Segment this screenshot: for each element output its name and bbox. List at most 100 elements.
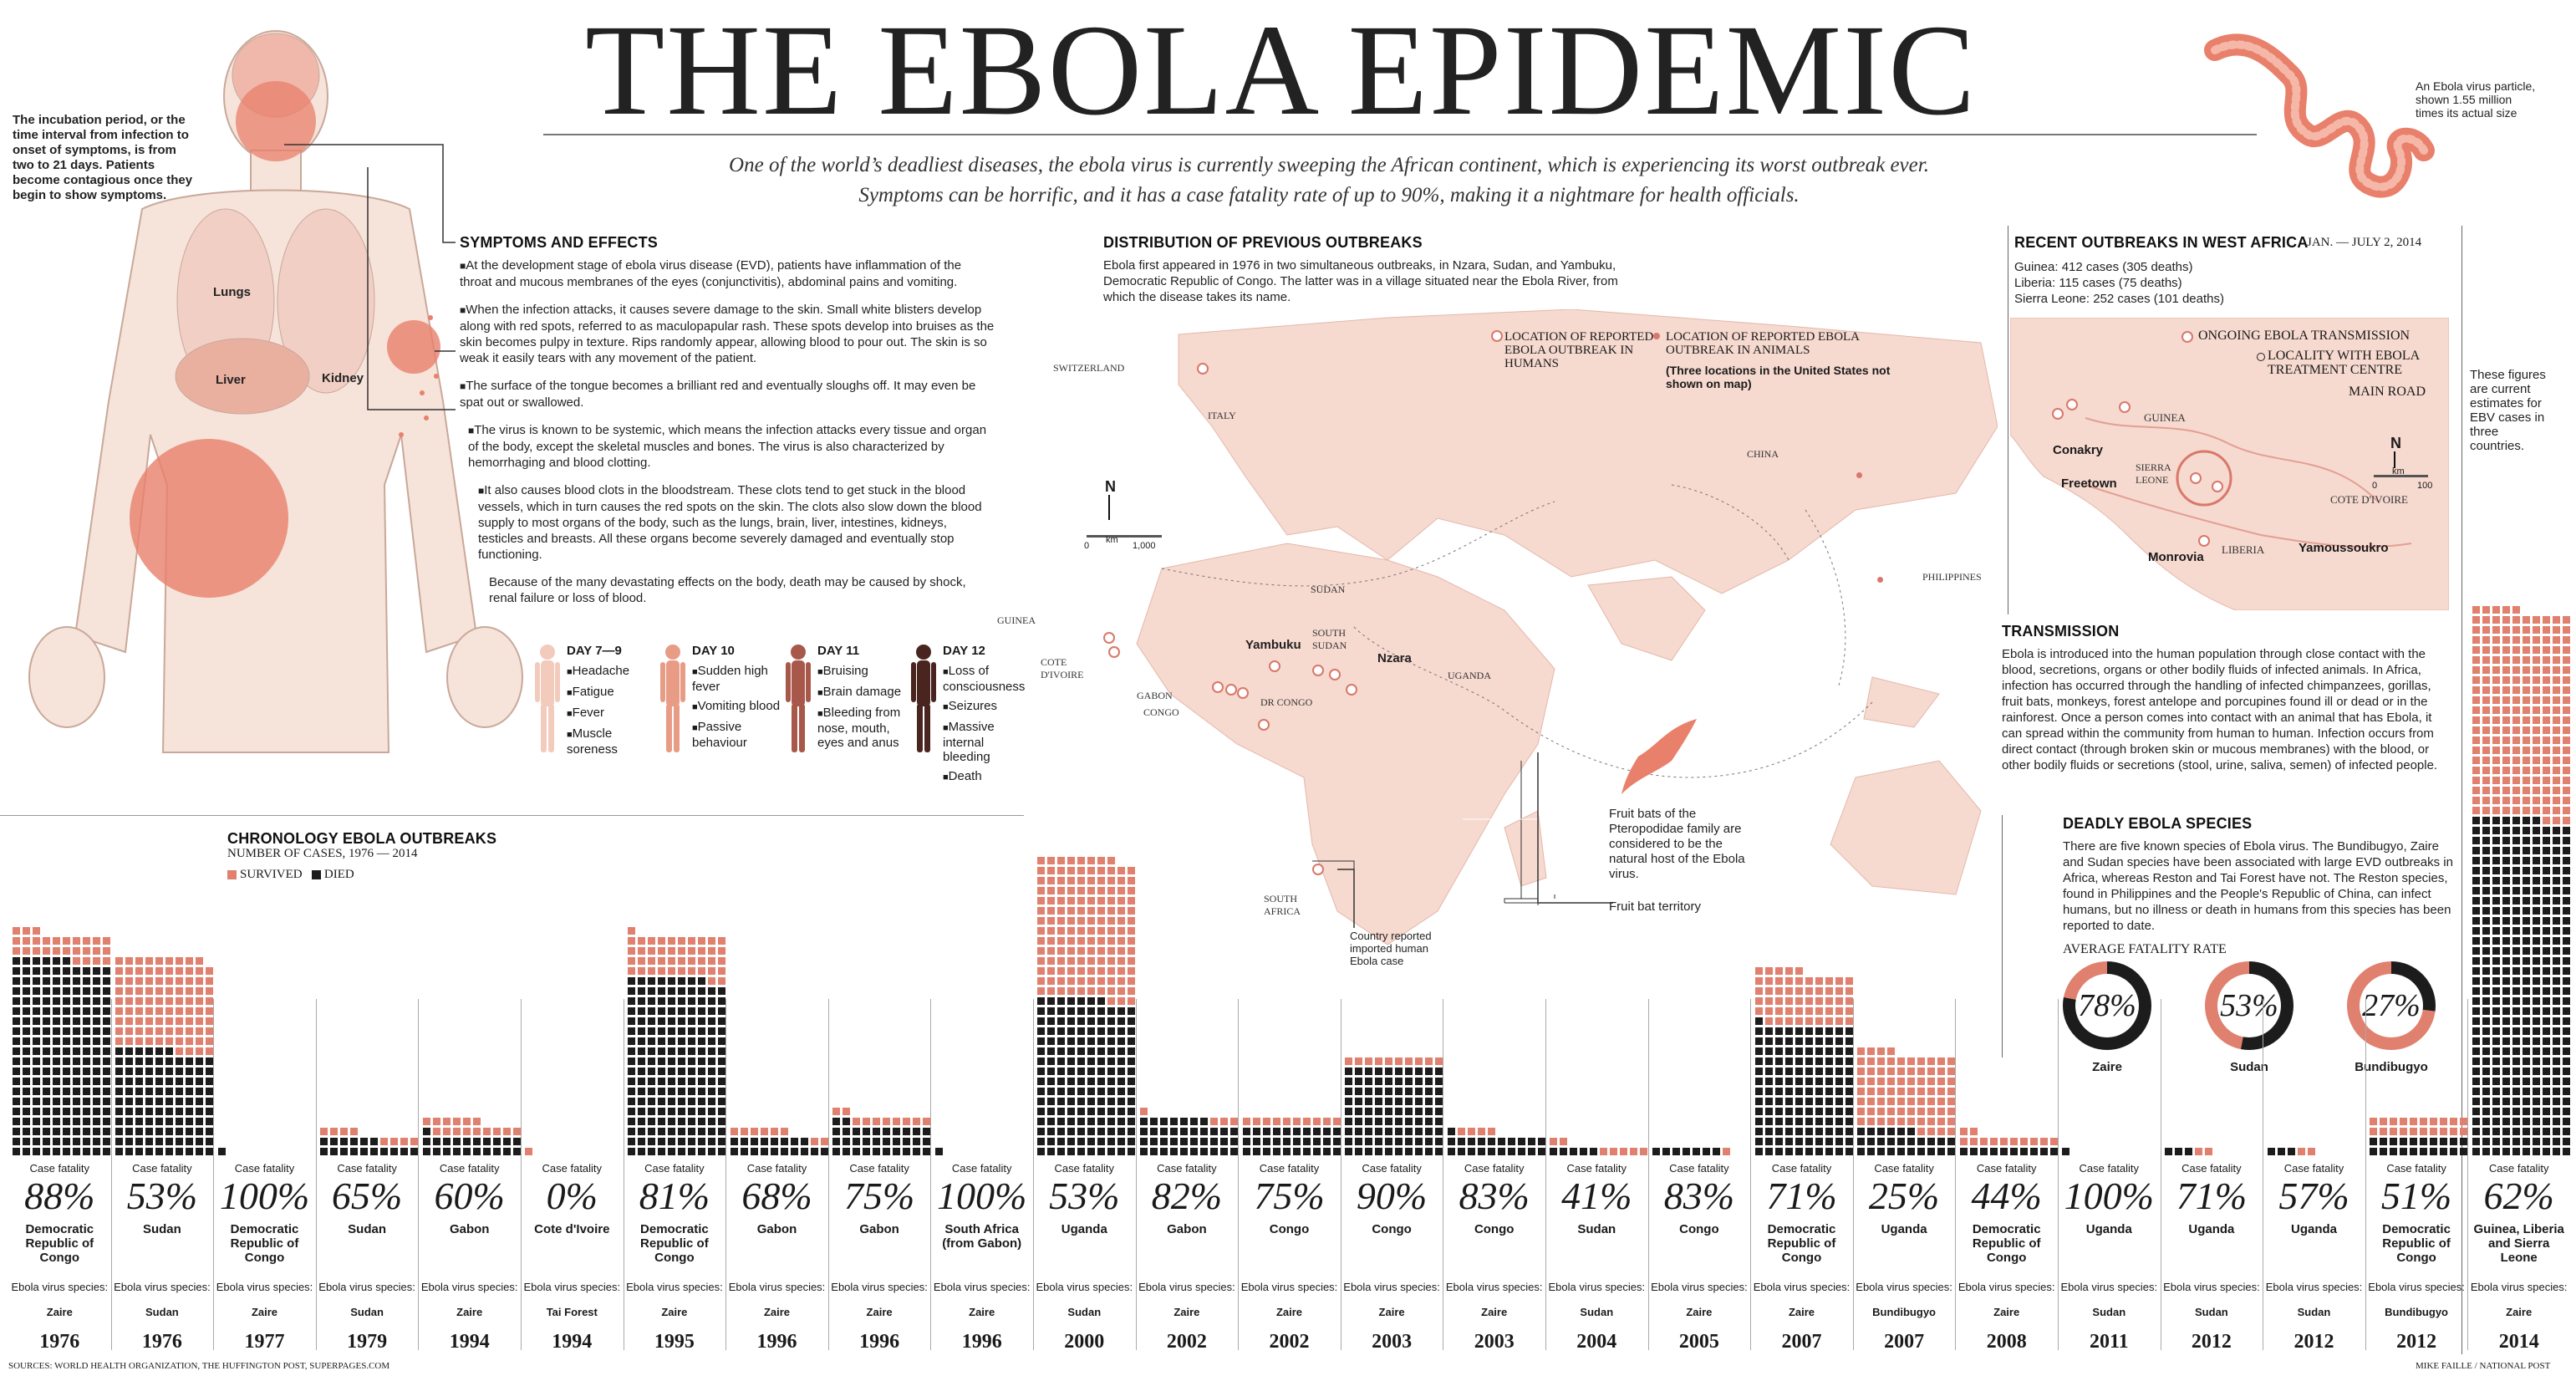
died-square <box>1415 1078 1423 1085</box>
survived-square <box>442 1128 451 1135</box>
survived-square <box>2204 1148 2212 1155</box>
died-square <box>2482 847 2490 854</box>
died-square <box>185 1057 193 1065</box>
survived-square <box>432 1128 440 1135</box>
died-square <box>1435 1108 1443 1115</box>
survived-square <box>1917 1098 1926 1105</box>
survived-square <box>462 1118 471 1125</box>
died-square <box>103 1118 111 1125</box>
died-square <box>647 1047 655 1055</box>
died-square <box>125 1148 133 1155</box>
died-square <box>73 997 81 1005</box>
survived-square <box>1927 1057 1936 1065</box>
died-square <box>1969 1148 1978 1155</box>
died-square <box>1139 1128 1148 1135</box>
died-square <box>2512 1007 2520 1015</box>
died-square <box>195 1128 203 1135</box>
survived-square <box>2542 676 2550 684</box>
died-square <box>1047 1138 1056 1145</box>
died-square <box>350 1148 359 1155</box>
fatality-donuts: 78% Zaire 53% Sudan 27% Bundibugyo <box>2063 961 2456 1087</box>
died-square <box>1774 1047 1783 1055</box>
died-square <box>43 1138 51 1145</box>
died-square <box>1795 1128 1803 1135</box>
survived-square <box>1947 1118 1956 1125</box>
died-square <box>2512 1118 2520 1125</box>
survived-square <box>863 1118 871 1125</box>
survived-square <box>2512 807 2520 814</box>
survived-square <box>2502 636 2510 644</box>
died-square <box>1067 1047 1076 1055</box>
died-square <box>1447 1128 1455 1135</box>
map-north-arrow: N <box>1105 478 1116 495</box>
died-square <box>687 1098 695 1105</box>
died-square <box>13 1057 21 1065</box>
survived-square <box>1057 987 1066 995</box>
survived-square <box>175 1007 183 1015</box>
outbreak-country: Sudan <box>1577 1222 1616 1236</box>
died-square <box>195 1118 203 1125</box>
died-square <box>647 997 655 1005</box>
died-square <box>657 1098 665 1105</box>
died-square <box>432 1148 440 1155</box>
died-square <box>340 1148 349 1155</box>
died-square <box>1077 1047 1086 1055</box>
died-square <box>205 1108 213 1115</box>
outbreak-species: Tai Forest <box>546 1306 598 1318</box>
died-square <box>13 987 21 995</box>
survived-square <box>1937 1108 1946 1115</box>
outbreak-year: 2007 <box>1781 1331 1822 1353</box>
died-square <box>1037 1088 1046 1095</box>
died-square <box>1128 1128 1136 1135</box>
died-square <box>2562 1108 2570 1115</box>
outbreak-country: Democratic Republic of Congo <box>1972 1222 2041 1265</box>
survived-square <box>2492 686 2500 694</box>
outbreak-marker <box>1103 632 1115 644</box>
died-square <box>1425 1088 1433 1095</box>
survived-square <box>2522 676 2530 684</box>
died-square <box>677 987 685 995</box>
survived-square <box>2542 696 2550 704</box>
died-square <box>1774 1138 1783 1145</box>
died-square <box>175 1128 183 1135</box>
survived-square <box>2532 787 2540 794</box>
column-divider <box>418 999 420 1350</box>
place-italy: ITALY <box>1208 410 1236 421</box>
survived-square <box>165 967 173 975</box>
died-square <box>2512 987 2520 995</box>
survived-square <box>2482 636 2490 644</box>
died-square <box>2542 1047 2550 1055</box>
died-square <box>93 1098 101 1105</box>
died-square <box>873 1128 881 1135</box>
survived-square <box>155 1037 163 1045</box>
died-square <box>1764 1027 1773 1035</box>
died-square <box>2482 877 2490 884</box>
died-square <box>1302 1148 1311 1155</box>
survived-square <box>2542 767 2550 774</box>
died-square <box>627 1088 635 1095</box>
survived-square <box>2522 767 2530 774</box>
survived-square <box>2472 716 2480 724</box>
died-square <box>2562 877 2570 884</box>
died-square <box>627 1118 635 1125</box>
died-square <box>145 1088 153 1095</box>
died-square <box>1959 1148 1968 1155</box>
died-square <box>2552 987 2560 995</box>
survived-square <box>637 957 645 965</box>
survived-square <box>205 1037 213 1045</box>
survived-square <box>442 1118 451 1125</box>
died-square <box>2562 957 2570 965</box>
survived-square <box>13 947 21 955</box>
died-square <box>853 1138 861 1145</box>
died-square <box>2472 887 2480 894</box>
outbreak-species: Zaire <box>969 1306 995 1318</box>
symptom-timeline: DAY 7—9HeadacheFatigueFeverMuscle sorene… <box>535 644 1036 811</box>
died-square <box>1835 1068 1843 1075</box>
died-square <box>2430 1138 2438 1145</box>
survived-square <box>1835 997 1843 1005</box>
died-square <box>205 1118 213 1125</box>
died-square <box>103 1068 111 1075</box>
died-square <box>627 1017 635 1025</box>
died-square <box>1375 1098 1383 1105</box>
day-stage: DAY 7—9HeadacheFatigueFeverMuscle sorene… <box>535 644 660 811</box>
